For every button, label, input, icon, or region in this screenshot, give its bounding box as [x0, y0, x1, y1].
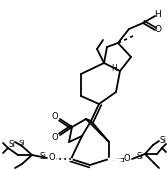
- Text: H: H: [111, 64, 117, 73]
- Text: Si: Si: [40, 152, 46, 162]
- Text: O: O: [52, 113, 58, 122]
- Text: Si: Si: [19, 140, 25, 146]
- Text: O: O: [52, 134, 58, 142]
- Text: Si: Si: [159, 137, 166, 146]
- Text: Si: Si: [136, 152, 143, 162]
- Text: Si: Si: [9, 140, 16, 150]
- Polygon shape: [109, 158, 124, 162]
- Text: O: O: [124, 154, 130, 163]
- Text: H: H: [155, 9, 161, 18]
- Text: O: O: [49, 153, 55, 163]
- Text: O: O: [154, 25, 161, 33]
